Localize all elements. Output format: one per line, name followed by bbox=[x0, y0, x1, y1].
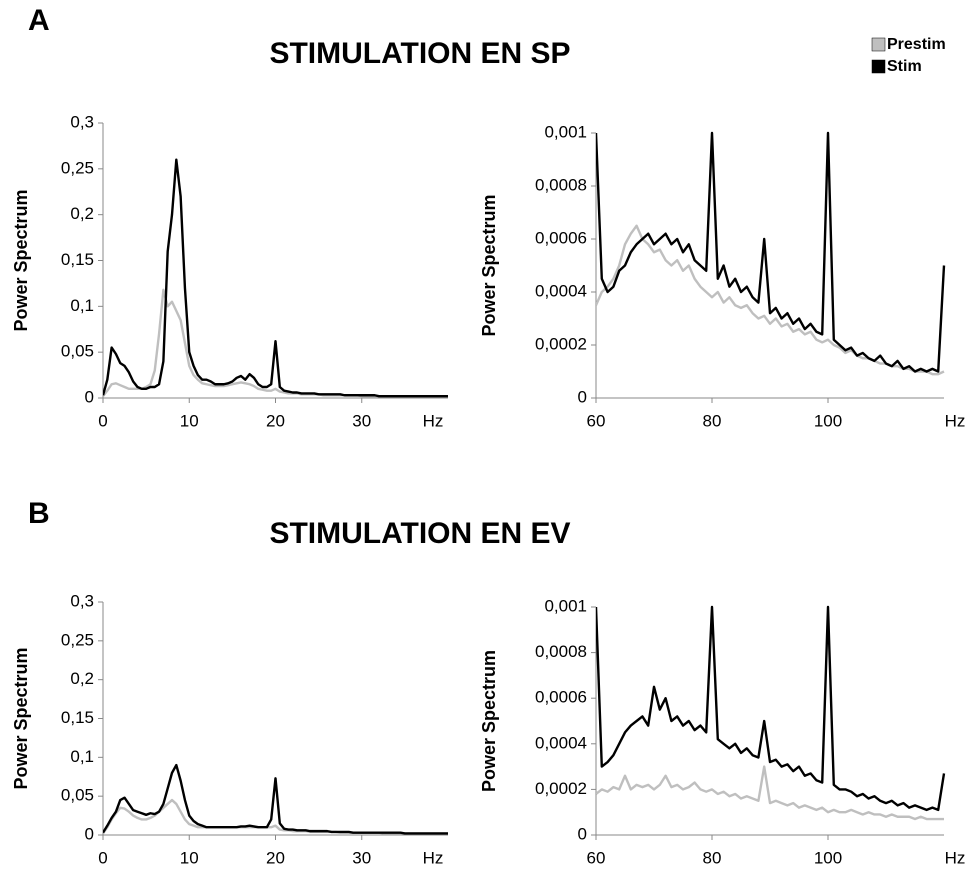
panel-label: B bbox=[28, 497, 50, 530]
x-tick-label: 10 bbox=[180, 848, 199, 867]
y-tick-label: 0,15 bbox=[61, 708, 94, 727]
y-tick-label: 0 bbox=[578, 387, 587, 406]
y-tick-label: 0 bbox=[85, 824, 94, 843]
x-tick-label: 20 bbox=[266, 411, 285, 430]
series-line bbox=[596, 765, 944, 821]
series-line bbox=[103, 158, 448, 398]
x-tick-label: 0 bbox=[98, 848, 107, 867]
y-tick-label: 0,0006 bbox=[535, 228, 587, 247]
y-tick-label: 0 bbox=[578, 824, 587, 843]
x-tick-label: 80 bbox=[703, 411, 722, 430]
x-tick-label: 30 bbox=[352, 411, 371, 430]
y-tick-label: 0,001 bbox=[544, 596, 587, 615]
y-axis-label: Power Spectrum bbox=[479, 650, 499, 792]
x-tick-label: 60 bbox=[587, 848, 606, 867]
legend-label: Stim bbox=[887, 58, 922, 75]
y-tick-label: 0,2 bbox=[70, 669, 94, 688]
x-tick-label: 100 bbox=[814, 411, 842, 430]
y-tick-label: 0,0008 bbox=[535, 642, 587, 661]
y-tick-label: 0,3 bbox=[70, 112, 94, 131]
y-axis-label: Power Spectrum bbox=[11, 647, 31, 789]
x-tick-label: 10 bbox=[180, 411, 199, 430]
y-tick-label: 0,05 bbox=[61, 786, 94, 805]
y-tick-label: 0,0006 bbox=[535, 688, 587, 707]
x-axis-label: Hz bbox=[945, 411, 966, 430]
y-tick-label: 0,25 bbox=[61, 158, 94, 177]
x-tick-label: 20 bbox=[266, 848, 285, 867]
y-tick-label: 0,05 bbox=[61, 342, 94, 361]
y-tick-label: 0,0008 bbox=[535, 175, 587, 194]
y-axis-label: Power Spectrum bbox=[11, 189, 31, 331]
series-line bbox=[103, 763, 448, 835]
x-tick-label: 60 bbox=[587, 411, 606, 430]
series-line bbox=[596, 605, 946, 812]
panel-label: A bbox=[28, 4, 50, 37]
legend-label: Prestim bbox=[887, 36, 946, 53]
legend-swatch bbox=[871, 37, 886, 52]
y-tick-label: 0,3 bbox=[70, 591, 94, 610]
y-tick-label: 0,001 bbox=[544, 122, 587, 141]
x-tick-label: 0 bbox=[98, 411, 107, 430]
y-tick-label: 0,15 bbox=[61, 250, 94, 269]
x-axis-label: Hz bbox=[945, 848, 966, 867]
y-tick-label: 0,2 bbox=[70, 204, 94, 223]
y-tick-label: 0 bbox=[85, 387, 94, 406]
x-tick-label: 80 bbox=[703, 848, 722, 867]
y-tick-label: 0,1 bbox=[70, 296, 94, 315]
y-tick-label: 0,0004 bbox=[535, 281, 587, 300]
section-title: STIMULATION EN SP bbox=[269, 37, 570, 70]
x-axis-label: Hz bbox=[423, 411, 444, 430]
y-tick-label: 0,1 bbox=[70, 747, 94, 766]
y-tick-label: 0,0002 bbox=[535, 779, 587, 798]
x-tick-label: 30 bbox=[352, 848, 371, 867]
section-title: STIMULATION EN EV bbox=[269, 517, 570, 550]
y-tick-label: 0,25 bbox=[61, 630, 94, 649]
x-tick-label: 100 bbox=[814, 848, 842, 867]
y-axis-label: Power Spectrum bbox=[479, 194, 499, 336]
y-tick-label: 0,0004 bbox=[535, 733, 587, 752]
legend-swatch bbox=[871, 59, 886, 74]
y-tick-label: 0,0002 bbox=[535, 334, 587, 353]
series-line bbox=[596, 131, 946, 373]
series-line bbox=[103, 798, 448, 835]
x-axis-label: Hz bbox=[423, 848, 444, 867]
